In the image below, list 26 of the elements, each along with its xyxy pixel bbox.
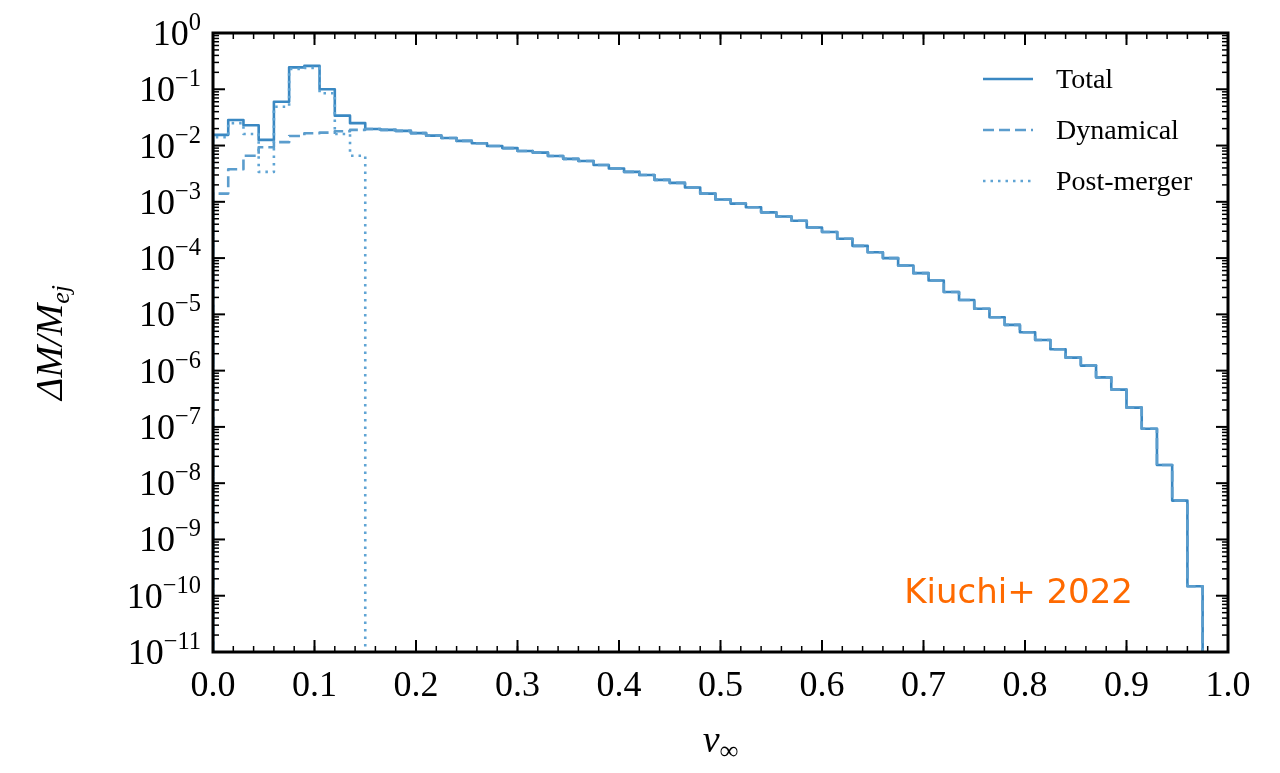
x-tick-label: 0.1 [292,664,337,704]
y-tick-label: 10$^{−6}$ [138,345,201,391]
legend-label: Dynamical [1056,114,1180,145]
legend-label: Post-merger [1056,165,1194,196]
y-tick-label: 10$^{−4}$ [138,233,201,279]
x-tick-label: 0.6 [799,664,845,704]
y-tick-label: 10$^{0}$ [152,8,201,53]
y-tick-label: 10$^{−1}$ [138,64,201,110]
x-tick-label: 0.9 [1104,664,1149,704]
y-tick-label: 10$^{−10}$ [126,570,201,616]
x-tick-label: 0.8 [1002,664,1048,704]
legend-label: Total [1056,63,1114,94]
y-tick-label: 10$^{−8}$ [138,458,201,504]
x-tick-label: 0.4 [596,664,642,704]
x-axis-title: v$_{∞}$ [702,718,739,766]
x-tick-label: 1.0 [1205,664,1251,704]
x-tick-label: 0.3 [495,664,540,704]
y-tick-label: 10$^{−2}$ [138,120,201,166]
y-tick-label: 10$^{−3}$ [138,176,201,222]
x-tick-label: 0.7 [901,664,946,704]
y-tick-label: 10$^{−9}$ [138,514,201,560]
y-tick-label: 10$^{−7}$ [138,402,201,447]
y-tick-label: 10$^{−5}$ [138,289,201,335]
x-tick-label: 0.5 [698,664,743,704]
annotation: Kiuchi+ 2022 [904,571,1133,611]
x-tick-label: 0.2 [393,664,439,704]
